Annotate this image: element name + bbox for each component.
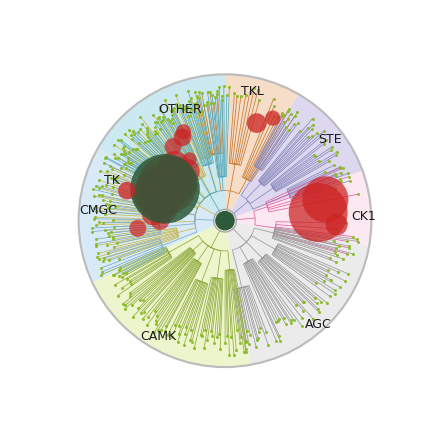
Point	[157, 201, 164, 208]
Point	[169, 144, 176, 151]
Text: TK: TK	[103, 173, 119, 187]
Point	[268, 115, 276, 122]
Point	[157, 188, 164, 195]
Text: CMGC: CMGC	[80, 204, 117, 217]
Circle shape	[215, 212, 233, 230]
Wedge shape	[199, 75, 297, 221]
Wedge shape	[225, 171, 371, 247]
Wedge shape	[98, 75, 225, 221]
Wedge shape	[78, 78, 225, 271]
Text: CK1: CK1	[350, 210, 375, 223]
Circle shape	[78, 75, 371, 367]
Wedge shape	[78, 148, 225, 283]
Point	[169, 179, 176, 186]
Wedge shape	[92, 221, 250, 367]
Point	[161, 186, 168, 193]
Text: STE: STE	[317, 133, 341, 146]
Point	[170, 171, 177, 178]
Point	[145, 185, 152, 192]
Point	[179, 134, 186, 141]
Point	[180, 129, 187, 136]
Point	[123, 188, 130, 195]
Point	[171, 164, 178, 171]
Point	[163, 182, 170, 189]
Text: CAMK: CAMK	[140, 329, 176, 343]
Point	[186, 156, 193, 163]
Point	[159, 207, 166, 214]
Point	[332, 222, 339, 229]
Wedge shape	[225, 95, 362, 221]
Point	[253, 120, 260, 127]
Point	[150, 192, 157, 199]
Point	[321, 196, 328, 203]
Text: OTHER: OTHER	[158, 103, 201, 116]
Point	[149, 212, 156, 219]
Point	[153, 179, 160, 186]
Point	[314, 209, 321, 216]
Text: AGC: AGC	[304, 318, 331, 331]
Point	[156, 218, 163, 225]
Point	[134, 225, 141, 232]
Text: TKL: TKL	[240, 85, 263, 98]
Point	[184, 168, 191, 175]
Wedge shape	[225, 221, 368, 365]
